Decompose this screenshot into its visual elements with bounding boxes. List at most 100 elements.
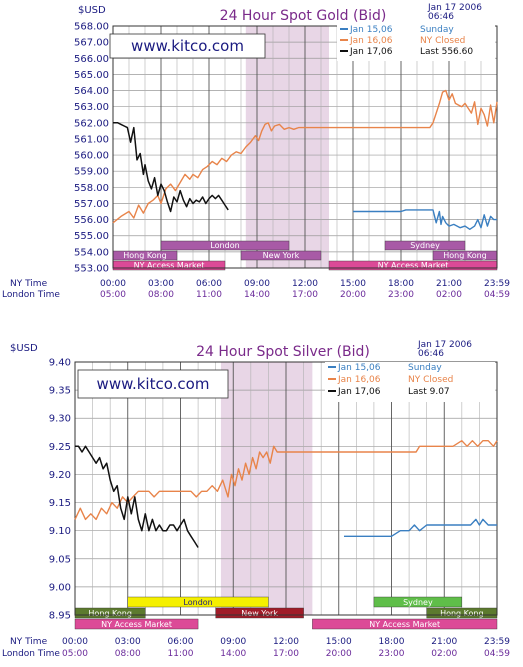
gold-y-tick-label: 555.00 bbox=[74, 231, 109, 242]
silver-market-label: NY Access Market bbox=[369, 620, 440, 629]
gold-y-tick-label: 562.00 bbox=[74, 118, 109, 129]
silver-london-time-label: London Time bbox=[2, 649, 60, 659]
gold-legend-name: Jan 15,06 bbox=[349, 25, 393, 35]
silver-london-tick-label: 17:00 bbox=[273, 649, 299, 659]
gold-london-tick-label: 17:00 bbox=[292, 290, 318, 300]
silver-ny-tick-label: 21:00 bbox=[431, 637, 457, 647]
silver-y-tick-label: 8.95 bbox=[49, 611, 71, 622]
silver-london-tick-label: 08:00 bbox=[115, 649, 141, 659]
gold-london-tick-label: 08:00 bbox=[148, 290, 174, 300]
gold-market-label: Hong Kong bbox=[123, 251, 167, 260]
silver-ny-tick-label: 06:00 bbox=[168, 637, 194, 647]
gold-title: 24 Hour Spot Gold (Bid) bbox=[220, 8, 387, 24]
silver-ny-tick-label: 15:00 bbox=[326, 637, 352, 647]
gold-legend-note: Sunday bbox=[420, 25, 454, 35]
silver-market-label: New York bbox=[241, 609, 278, 618]
silver-london-tick-label: 04:59 bbox=[484, 649, 510, 659]
gold-legend-name: Jan 17,06 bbox=[349, 47, 393, 57]
gold-series-line bbox=[113, 122, 229, 213]
silver-y-tick-label: 9.40 bbox=[49, 358, 71, 369]
gold-london-time-label: London Time bbox=[2, 290, 60, 300]
silver-ny-time-label: NY Time bbox=[10, 637, 48, 647]
gold-time: 06:46 bbox=[428, 12, 454, 22]
gold-series-line bbox=[112, 89, 498, 224]
gold-legend-note: Last 556.60 bbox=[420, 47, 473, 57]
silver-ny-tick-label: 18:00 bbox=[379, 637, 405, 647]
gold-y-tick-label: 560.00 bbox=[74, 151, 109, 162]
silver-london-tick-label: 05:00 bbox=[62, 649, 88, 659]
silver-london-tick-label: 23:00 bbox=[379, 649, 405, 659]
gold-market-label: Sydney bbox=[410, 241, 440, 250]
gold-y-tick-label: 561.00 bbox=[74, 134, 109, 145]
gold-london-tick-label: 02:00 bbox=[436, 290, 462, 300]
silver-y-tick-label: 9.25 bbox=[49, 442, 71, 453]
silver-plot-area: 9.40 9.35 9.30 9.25 9.20 9.15 9.10 9.05 9.00 8.95… bbox=[49, 358, 511, 660]
silver-market-bar bbox=[215, 607, 304, 619]
silver-market-bar bbox=[373, 596, 463, 608]
silver-london-tick-label: 11:00 bbox=[168, 649, 194, 659]
silver-units-label: $USD bbox=[10, 343, 38, 354]
gold-ny-tick-label: 21:00 bbox=[436, 279, 462, 289]
silver-ny-tick-label: 12:00 bbox=[273, 637, 299, 647]
gold-london-tick-label: 11:00 bbox=[196, 290, 222, 300]
gold-ny-tick-label: 00:00 bbox=[100, 279, 126, 289]
silver-market-bar bbox=[312, 618, 498, 630]
silver-ny-tick-label: 03:00 bbox=[115, 637, 141, 647]
silver-y-tick-label: 9.30 bbox=[49, 414, 71, 425]
silver-market-bar bbox=[127, 596, 269, 608]
silver-london-tick-label: 02:00 bbox=[431, 649, 457, 659]
silver-time: 06:46 bbox=[418, 349, 444, 359]
silver-watermark-box bbox=[77, 369, 229, 399]
gold-london-tick-label: 14:00 bbox=[244, 290, 270, 300]
gold-market-label: London bbox=[210, 241, 239, 250]
silver-legend-name: Jan 15,06 bbox=[337, 363, 381, 373]
silver-session-shade bbox=[220, 362, 313, 615]
silver-series-line bbox=[74, 440, 498, 521]
gold-legend-name: Jan 16,06 bbox=[349, 36, 393, 46]
gold-london-tick-label: 04:59 bbox=[484, 290, 510, 300]
gold-ny-tick-label: 15:00 bbox=[340, 279, 366, 289]
gold-y-tick-label: 554.00 bbox=[74, 247, 109, 258]
gold-market-label: Hong Kong bbox=[443, 251, 487, 260]
silver-market-label: London bbox=[183, 598, 212, 607]
gold-ny-time-label: NY Time bbox=[10, 279, 48, 289]
gold-market-label: NY Access Market bbox=[134, 261, 205, 270]
gold-y-tick-label: 568.00 bbox=[74, 22, 109, 33]
silver-series-line bbox=[344, 518, 497, 537]
silver-market-label: Hong Kong bbox=[440, 609, 484, 618]
silver-legend-box bbox=[325, 362, 495, 402]
gold-london-tick-label: 05:00 bbox=[100, 290, 126, 300]
silver-london-tick-label: 14:00 bbox=[220, 649, 246, 659]
gold-session-shade bbox=[245, 26, 329, 268]
gold-ny-tick-label: 06:00 bbox=[196, 279, 222, 289]
gold-y-tick-label: 558.00 bbox=[74, 183, 109, 194]
silver-legend-name: Jan 16,06 bbox=[337, 375, 381, 385]
silver-y-tick-label: 9.15 bbox=[49, 498, 71, 509]
gold-y-tick-label: 563.00 bbox=[74, 102, 109, 113]
gold-watermark-text: www.kitco.com bbox=[131, 37, 244, 55]
gold-market-bar bbox=[384, 240, 466, 251]
gold-market-bar bbox=[160, 240, 290, 251]
silver-watermark-text: www.kitco.com bbox=[97, 375, 210, 393]
gold-date: Jan 17 2006 bbox=[427, 3, 482, 13]
gold-y-tick-label: 564.00 bbox=[74, 86, 109, 97]
gold-y-tick-label: 566.00 bbox=[74, 54, 109, 65]
silver-ny-tick-label: 00:00 bbox=[62, 637, 88, 647]
silver-chart: $USD 24 Hour Spot Silver (Bid) Jan 17 20… bbox=[2, 340, 510, 659]
silver-ny-tick-label: 23:59 bbox=[484, 637, 510, 647]
silver-y-tick-label: 9.20 bbox=[49, 470, 71, 481]
silver-london-tick-label: 20:00 bbox=[326, 649, 352, 659]
silver-date: Jan 17 2006 bbox=[417, 340, 472, 350]
silver-market-label: Sydney bbox=[403, 598, 433, 607]
silver-y-tick-label: 9.05 bbox=[49, 554, 71, 565]
silver-legend-name: Jan 17,06 bbox=[337, 387, 381, 397]
gold-y-tick-label: 553.00 bbox=[74, 264, 109, 275]
gold-market-label: NY Access Market bbox=[378, 261, 449, 270]
gold-london-tick-label: 23:00 bbox=[388, 290, 414, 300]
gold-market-label: New York bbox=[263, 251, 300, 260]
silver-legend-note: Sunday bbox=[408, 363, 442, 373]
gold-legend-note: NY Closed bbox=[420, 36, 465, 46]
silver-title: 24 Hour Spot Silver (Bid) bbox=[196, 344, 370, 360]
silver-market-label: Hong Kong bbox=[88, 609, 132, 618]
